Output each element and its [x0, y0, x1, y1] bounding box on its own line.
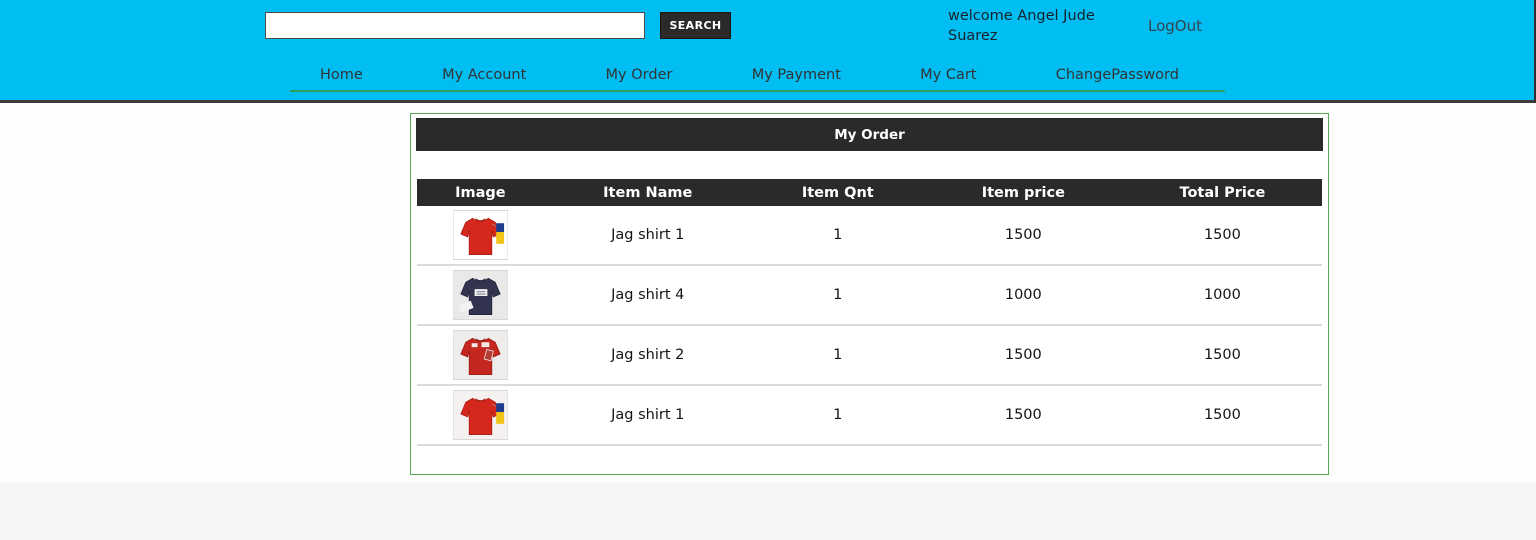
search-button[interactable]: SEARCH — [660, 12, 731, 39]
welcome-message: welcome Angel Jude Suarez — [948, 8, 1095, 44]
item-name: Jag shirt 4 — [611, 287, 685, 303]
item-qnt: 1 — [833, 227, 843, 243]
red-tshirt-with-tag-photo — [452, 209, 509, 261]
panel-title: My Order — [416, 118, 1323, 151]
footer-area — [0, 482, 1536, 540]
item-qnt: 1 — [833, 407, 843, 423]
order-table-body: Jag shirt 1 1 1500 1500 Jag shirt 4 1 10… — [417, 206, 1322, 446]
site-header: SEARCH welcome Angel Jude Suarez LogOut … — [0, 0, 1536, 103]
logout-link[interactable]: LogOut — [1148, 17, 1202, 35]
main-nav: Home My Account My Order My Payment My C… — [290, 59, 1225, 92]
order-panel: My Order Image Item Name Item Qnt Item p… — [410, 113, 1329, 475]
item-qnt: 1 — [833, 347, 843, 363]
column-header: Total Price — [1179, 184, 1266, 201]
order-table: Image Item Name Item Qnt Item price Tota… — [417, 179, 1322, 446]
item-price: 1500 — [1004, 407, 1042, 423]
table-row: Jag shirt 2 1 1500 1500 — [417, 326, 1322, 386]
item-qnt: 1 — [833, 287, 843, 303]
red-tshirt-with-tag-photo — [452, 389, 509, 441]
item-total-price: 1500 — [1203, 407, 1241, 423]
item-name: Jag shirt 1 — [611, 407, 685, 423]
navy-tshirt-with-labels-photo — [452, 269, 509, 321]
table-header-row: Image Item Name Item Qnt Item price Tota… — [417, 179, 1322, 206]
nav-item-my-cart[interactable]: My Cart — [920, 66, 977, 83]
item-total-price: 1000 — [1203, 287, 1241, 303]
item-name: Jag shirt 1 — [611, 227, 685, 243]
item-price: 1500 — [1004, 227, 1042, 243]
item-price: 1500 — [1004, 347, 1042, 363]
nav-item-changepassword[interactable]: ChangePassword — [1055, 66, 1179, 83]
item-total-price: 1500 — [1203, 347, 1241, 363]
item-name: Jag shirt 2 — [611, 347, 685, 363]
table-row: Jag shirt 1 1 1500 1500 — [417, 206, 1322, 266]
column-header: Item price — [981, 184, 1065, 201]
item-price: 1000 — [1004, 287, 1042, 303]
column-header: Item Name — [603, 184, 693, 201]
nav-item-my-order[interactable]: My Order — [605, 66, 673, 83]
search-input[interactable] — [265, 12, 645, 39]
nav-item-my-payment[interactable]: My Payment — [751, 66, 841, 83]
nav-item-my-account[interactable]: My Account — [442, 66, 527, 83]
column-header: Item Qnt — [801, 184, 874, 201]
column-header: Image — [455, 184, 506, 201]
red-tshirt-with-graphic-photo — [452, 329, 509, 381]
table-row: Jag shirt 1 1 1500 1500 — [417, 386, 1322, 446]
table-row: Jag shirt 4 1 1000 1000 — [417, 266, 1322, 326]
item-total-price: 1500 — [1203, 227, 1241, 243]
content-area: My Order Image Item Name Item Qnt Item p… — [0, 103, 1536, 482]
nav-item-home[interactable]: Home — [320, 66, 363, 83]
